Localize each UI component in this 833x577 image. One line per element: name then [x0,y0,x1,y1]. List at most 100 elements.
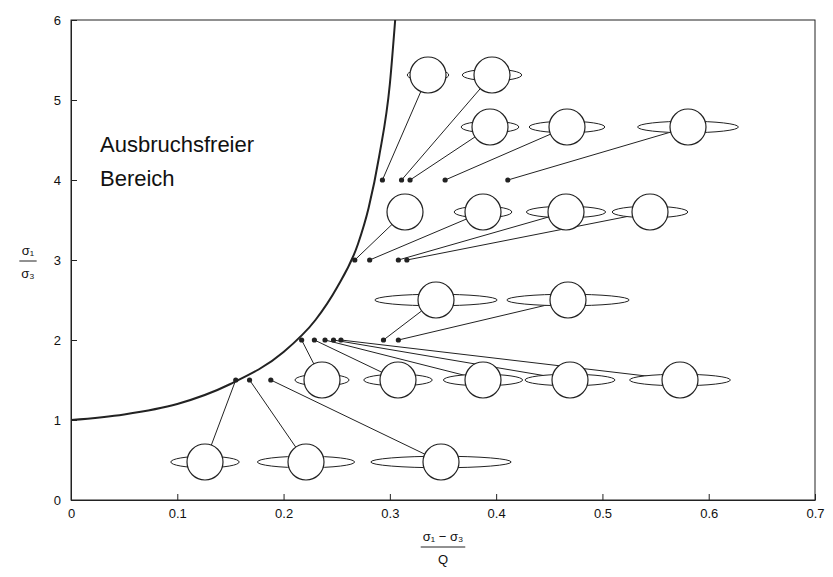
point [404,257,409,262]
breakout-icon [461,109,519,145]
point [443,177,448,182]
points [233,177,510,382]
point [380,177,385,182]
point [396,257,401,262]
breakout-icon [638,109,739,145]
point [396,337,401,342]
point [399,177,404,182]
borehole [662,362,698,398]
point [352,257,357,262]
borehole [387,194,423,230]
point [268,377,273,382]
leader-line [334,340,553,377]
annotation: Ausbruchsfreier Bereich [100,132,254,191]
y-tick: 6 [54,13,77,28]
breakout-icon [171,444,239,480]
y-tick: 3 [54,253,77,268]
breakout-icon [529,109,605,145]
x-tick-label: 0 [68,506,75,521]
x-tick-label: 0.1 [169,506,187,521]
chart-root: 00.10.20.30.40.50.60.70123456σ₁ − σ₃Qσ₁σ… [0,0,833,577]
y-tick: 0 [54,493,77,508]
borehole [418,282,454,318]
leader-line [355,224,392,260]
x-tick-mark [602,494,603,500]
y-axis-title: σ₁σ₃ [19,243,36,281]
borehole [187,444,223,480]
y-tick-label: 4 [54,173,61,188]
breakout-icon [462,57,521,93]
borehole [465,362,501,398]
borehole [548,194,584,230]
borehole [550,282,586,318]
leader-line [211,380,235,445]
breakout-icon [295,362,349,398]
y-tick-mark [71,340,77,341]
breakout-icon [387,194,423,230]
breakout-icon [407,57,448,93]
borehole [465,194,501,230]
y-tick-mark [71,20,77,21]
x-tick: 0.1 [169,494,187,521]
y-tick-label: 0 [54,493,61,508]
leader-line [410,137,475,180]
y-tick-label: 5 [54,93,61,108]
borehole [423,444,459,480]
breakout-icons [171,57,739,480]
breakout-icon [526,194,605,230]
breakout-icon [630,362,731,398]
borehole [474,57,510,93]
annotation-line: Ausbruchsfreier [100,132,254,157]
borehole [288,444,324,480]
y-tick: 5 [54,93,77,108]
x-axis-title-denominator: Q [438,552,448,567]
borehole [472,109,508,145]
x-axis-title-bar [421,547,466,548]
annotation-line: Bereich [100,166,175,191]
x-tick-label: 0.2 [275,506,293,521]
y-tick-label: 1 [54,413,61,428]
y-tick-label: 2 [54,333,61,348]
plot-frame [71,20,815,500]
breakout-icon [507,282,629,318]
y-tick: 2 [54,333,77,348]
point [338,337,343,342]
point [407,177,412,182]
point [505,177,510,182]
breakout-icon [612,194,688,230]
x-tick: 0.7 [806,494,824,521]
breakout-icon [371,444,511,480]
y-tick-mark [71,180,77,181]
x-tick-label: 0.5 [594,506,612,521]
leader-line [508,132,671,180]
y-axis-title-denominator: σ₃ [21,266,34,281]
breakout-icon [364,362,432,398]
x-tick-label: 0.4 [488,506,506,521]
leader-lines [211,89,670,455]
borehole [304,362,340,398]
leader-line [407,215,632,260]
borehole [632,194,668,230]
point [247,377,252,382]
point [367,257,372,262]
breakout-icon [443,362,522,398]
x-axis: 00.10.20.30.40.50.60.7 [68,494,825,521]
y-tick-label: 3 [54,253,61,268]
point [312,337,317,342]
leader-line [382,92,420,180]
x-tick-label: 0.6 [700,506,718,521]
point [381,337,386,342]
borehole [410,57,446,93]
x-axis-line [72,500,816,501]
x-tick-mark [177,494,178,500]
borehole [670,109,706,145]
x-tick: 0.2 [275,494,293,521]
chart-svg: 00.10.20.30.40.50.60.70123456σ₁ − σ₃Qσ₁σ… [0,0,833,577]
y-tick-mark [71,500,77,501]
x-tick-mark [815,494,816,500]
x-tick: 0.4 [488,494,506,521]
leader-line [250,380,296,447]
breakout-icon [525,362,615,398]
y-axis-title-bar [19,261,36,262]
breakout-icon [257,444,354,480]
